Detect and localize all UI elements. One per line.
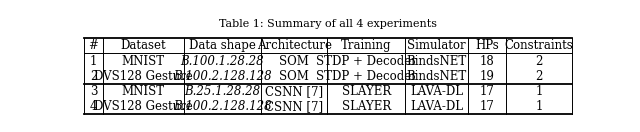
Text: Simulator: Simulator (408, 39, 466, 52)
Text: SOM: SOM (280, 55, 309, 68)
Text: B.100.1.28.28: B.100.1.28.28 (180, 55, 264, 68)
Text: 1: 1 (535, 85, 543, 98)
Text: 19: 19 (480, 70, 495, 83)
Text: MNIST: MNIST (122, 55, 165, 68)
Text: 2: 2 (535, 55, 543, 68)
Text: BindsNET: BindsNET (406, 70, 467, 83)
Text: B.100.2.128.128: B.100.2.128.128 (173, 100, 272, 113)
Text: B.25.1.28.28: B.25.1.28.28 (184, 85, 260, 98)
Text: 1: 1 (535, 100, 543, 113)
Text: Constraints: Constraints (504, 39, 573, 52)
Text: DVS128 Gesture: DVS128 Gesture (94, 70, 193, 83)
Text: STDP + Decoder: STDP + Decoder (316, 55, 417, 68)
Text: B.100.2.128.128: B.100.2.128.128 (173, 70, 272, 83)
Text: SLAYER: SLAYER (342, 85, 391, 98)
Text: BindsNET: BindsNET (406, 55, 467, 68)
Text: LAVA-DL: LAVA-DL (410, 100, 463, 113)
Text: SOM: SOM (280, 70, 309, 83)
Text: MNIST: MNIST (122, 85, 165, 98)
Text: Data shape: Data shape (189, 39, 256, 52)
Text: SLAYER: SLAYER (342, 100, 391, 113)
Text: Dataset: Dataset (120, 39, 166, 52)
Text: #: # (88, 39, 99, 52)
Text: Architecture: Architecture (257, 39, 332, 52)
Text: 17: 17 (480, 85, 495, 98)
Text: 18: 18 (480, 55, 495, 68)
Text: 4: 4 (90, 100, 97, 113)
Text: CSNN [7]: CSNN [7] (265, 100, 323, 113)
Text: Training: Training (341, 39, 392, 52)
Text: 2: 2 (535, 70, 543, 83)
Text: LAVA-DL: LAVA-DL (410, 85, 463, 98)
Text: 3: 3 (90, 85, 97, 98)
Text: Table 1: Summary of all 4 experiments: Table 1: Summary of all 4 experiments (219, 19, 437, 29)
Text: HPs: HPs (476, 39, 499, 52)
Text: 1: 1 (90, 55, 97, 68)
Text: STDP + Decoder: STDP + Decoder (316, 70, 417, 83)
Text: 17: 17 (480, 100, 495, 113)
Text: 2: 2 (90, 70, 97, 83)
Text: CSNN [7]: CSNN [7] (265, 85, 323, 98)
Text: DVS128 Gesture: DVS128 Gesture (94, 100, 193, 113)
